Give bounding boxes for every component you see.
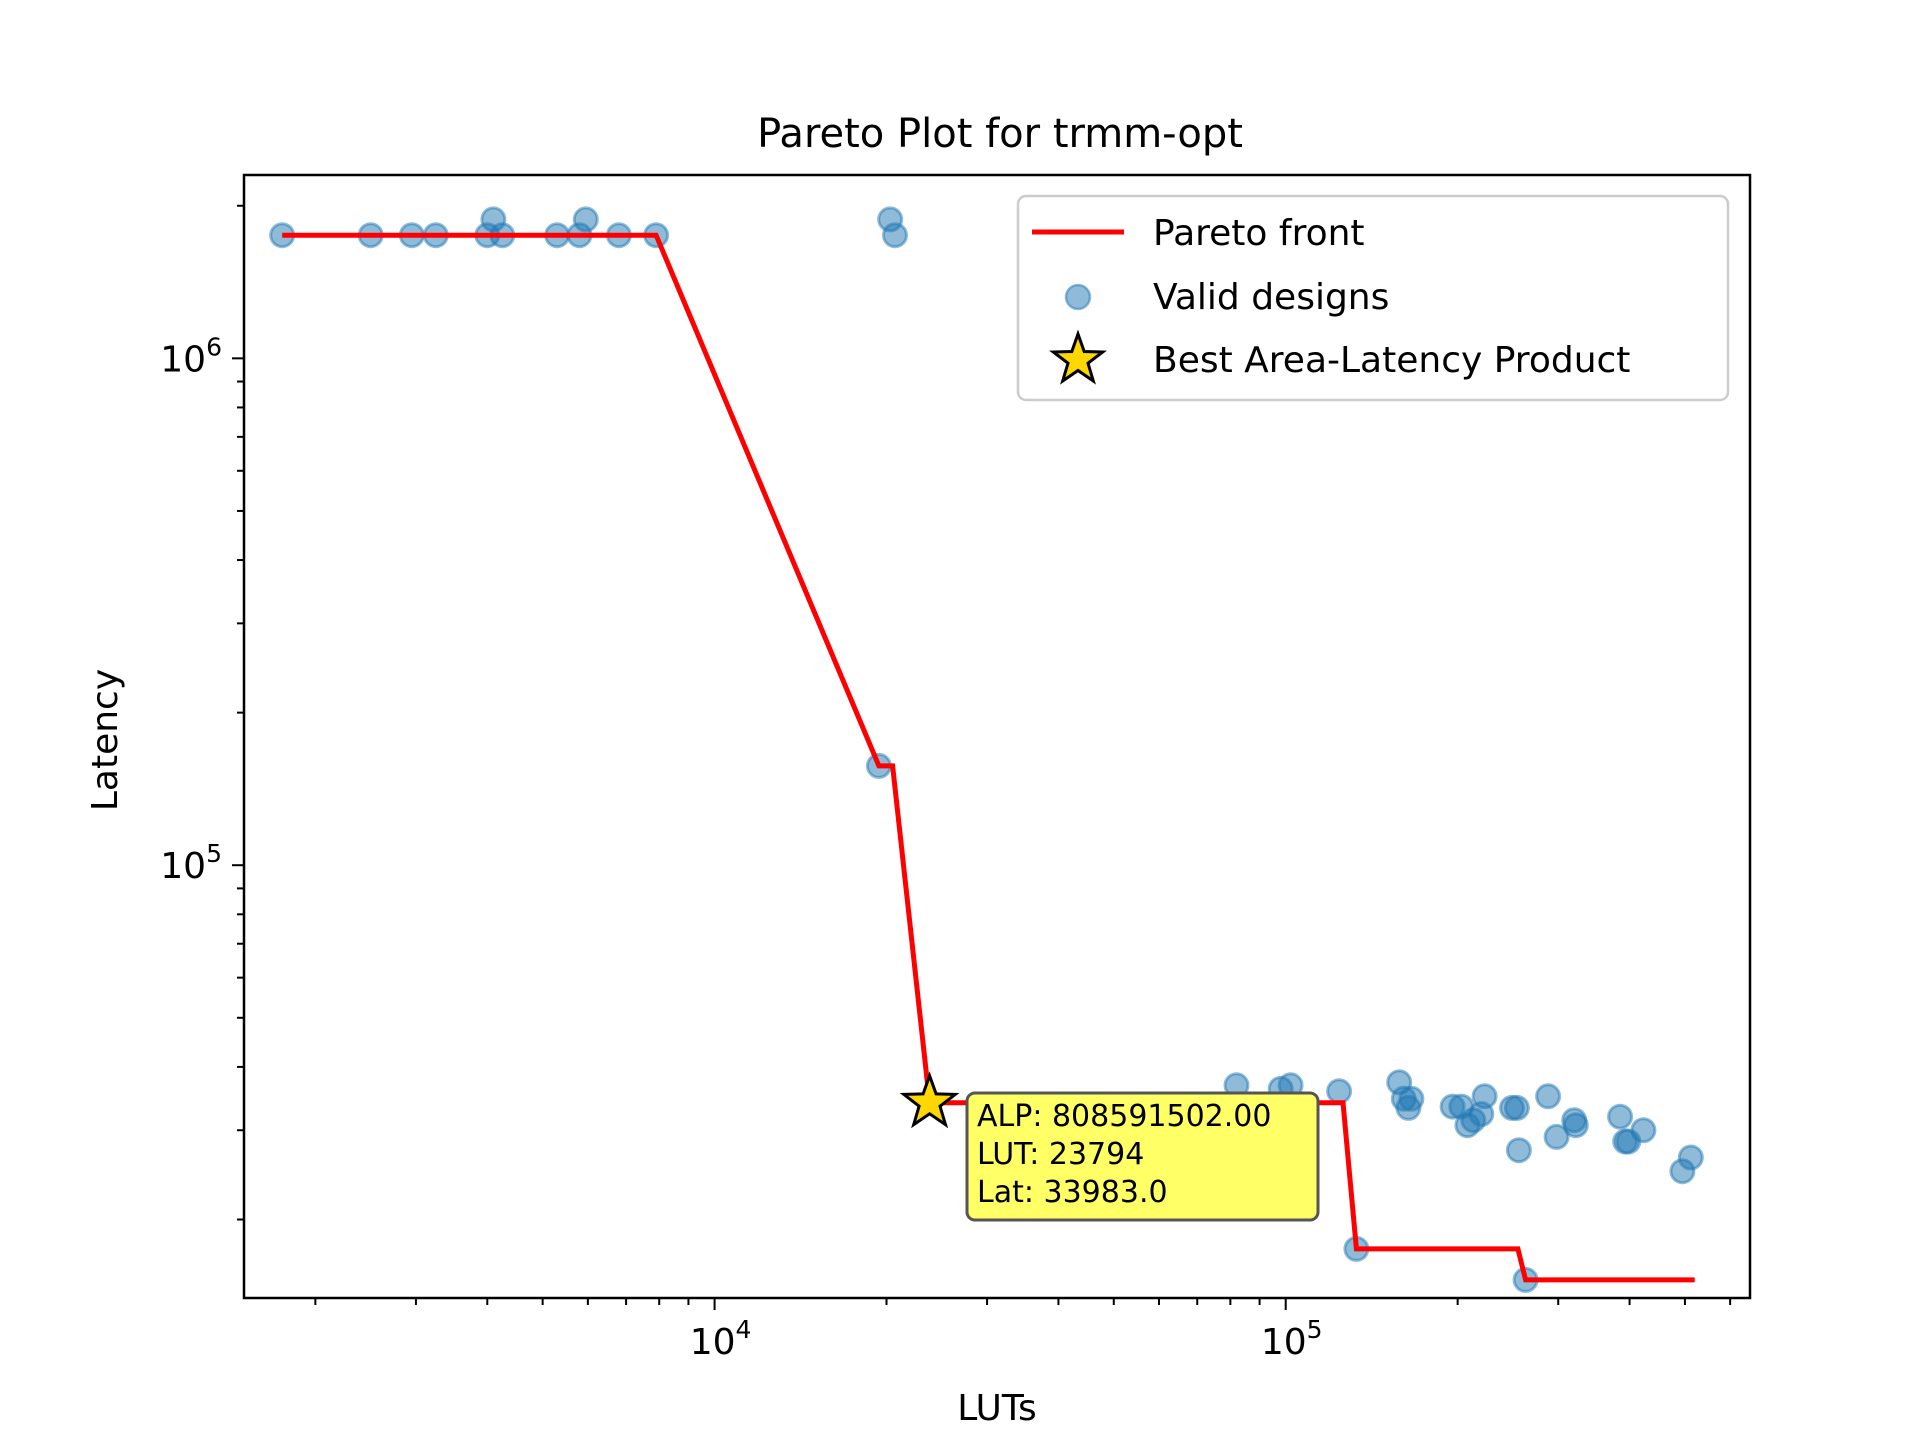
valid-design-point	[572, 206, 599, 233]
valid-design-point	[882, 222, 908, 249]
valid-design-point	[1562, 1112, 1589, 1139]
annotation-background	[965, 1091, 1320, 1222]
y-axis: 105 106	[160, 204, 244, 1221]
valid-design-point	[1503, 1094, 1530, 1121]
valid-design-point	[1630, 1117, 1657, 1144]
legend-valid-swatch	[1064, 283, 1092, 311]
legend: Pareto front Valid designs Best Area-Lat…	[1016, 194, 1730, 402]
legend-valid-label: Valid designs	[1153, 277, 1389, 318]
legend-pareto-label: Pareto front	[1153, 213, 1365, 254]
y-axis-label: Latency	[85, 669, 126, 811]
annotation-lut: LUT: 23794	[977, 1137, 1144, 1172]
annotation-latency: Lat: 33983.0	[977, 1175, 1168, 1210]
y-tick-label: 105	[160, 839, 222, 887]
axes-frame	[242, 173, 1752, 1300]
valid-design-point	[1677, 1144, 1704, 1171]
x-tick-label: 104	[690, 1315, 752, 1363]
valid-design-point	[1535, 1083, 1562, 1110]
valid-design-point	[1505, 1137, 1532, 1164]
legend-best-swatch	[1049, 329, 1107, 385]
valid-design-point	[1398, 1085, 1425, 1112]
best-alp-star-marker	[899, 1071, 960, 1129]
x-tick-label: 105	[1261, 1315, 1323, 1363]
legend-best-label: Best Area-Latency Product	[1153, 340, 1630, 381]
y-tick-label: 106	[160, 332, 222, 380]
chart-title: Pareto Plot for trmm-opt	[757, 111, 1243, 157]
alp-annotation-box: ALP: 808591502.00 LUT: 23794 Lat: 33983.…	[965, 1091, 1320, 1222]
valid-design-point	[1543, 1123, 1570, 1150]
legend-frame	[1016, 194, 1730, 402]
x-axis: 104 105	[314, 1298, 1732, 1363]
valid-design-point	[1326, 1078, 1353, 1105]
x-axis-label: LUTs	[957, 1388, 1036, 1429]
valid-design-point	[1607, 1103, 1634, 1130]
annotation-alp: ALP: 808591502.00	[977, 1099, 1271, 1134]
valid-design-point	[1471, 1083, 1498, 1110]
